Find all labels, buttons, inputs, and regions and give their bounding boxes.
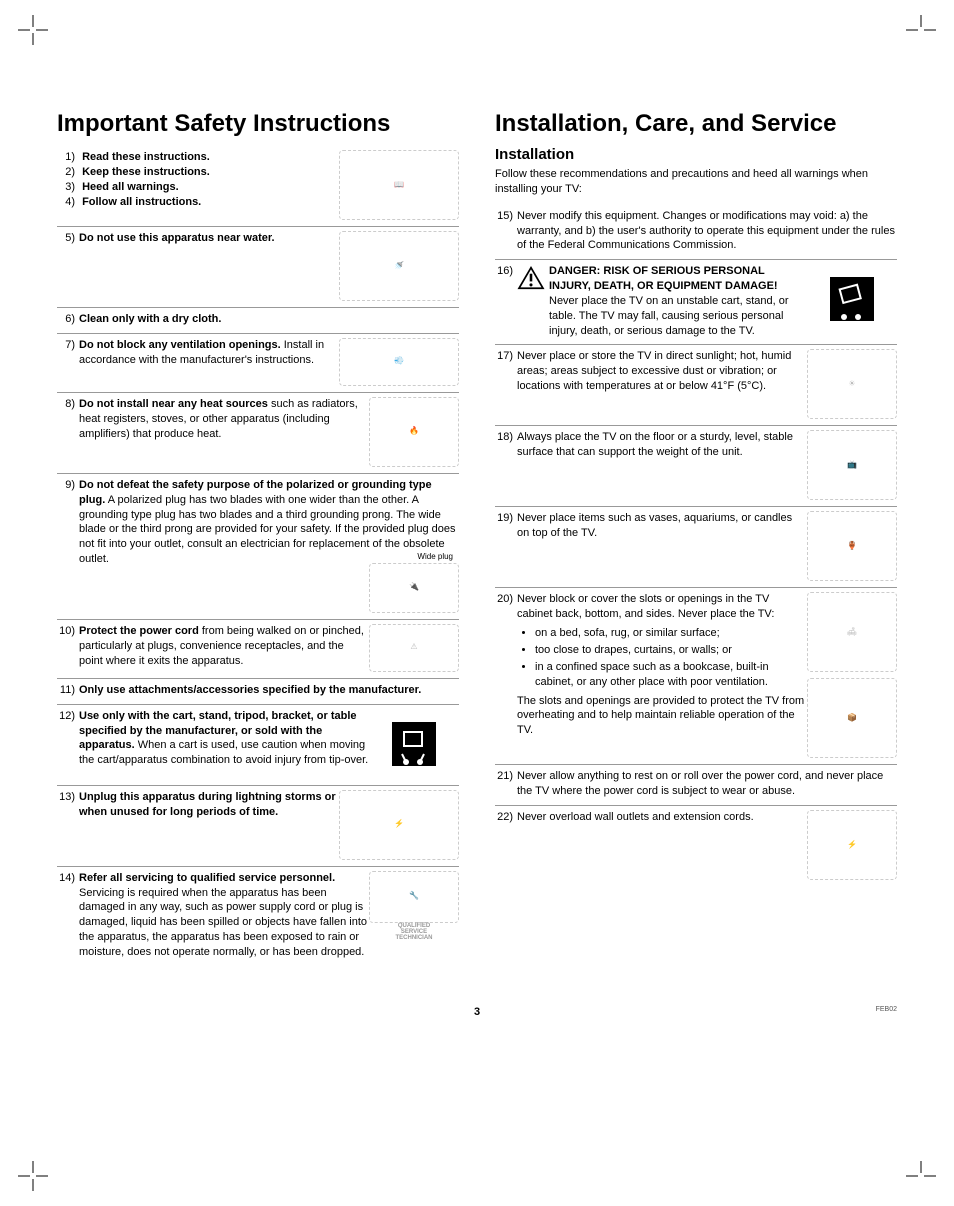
qualified-label: QUALIFIED SERVICE TECHNICIAN: [396, 923, 433, 941]
illustration-cabinet-icon: 📦: [807, 678, 897, 758]
illustration-plug-icon: 🔌: [369, 563, 459, 613]
crop-mark-icon: [18, 1161, 48, 1191]
left-heading: Important Safety Instructions: [57, 110, 459, 138]
instruction-item: 10) Protect the power cord from being wa…: [57, 620, 459, 679]
instruction-item: 1) Read these instructions. 2) Keep thes…: [57, 146, 459, 227]
right-intro: Follow these recommendations and precaut…: [495, 167, 897, 197]
illustration-sofa-icon: 🛋: [807, 592, 897, 672]
illustration-vase-icon: 🏺: [807, 511, 897, 581]
page-footer: 3 FEB02: [57, 1006, 897, 1018]
instruction-item: 22) Never overload wall outlets and exte…: [495, 806, 897, 886]
illustration-sunlight-icon: ☀: [807, 349, 897, 419]
instruction-item: 18) Always place the TV on the floor or …: [495, 426, 897, 507]
warning-triangle-icon: [517, 266, 545, 290]
illustration-overload-icon: ⚡: [807, 810, 897, 880]
illustration-cart-icon: [369, 709, 459, 779]
instruction-item: 7) Do not block any ventilation openings…: [57, 334, 459, 393]
instruction-item: 6) Clean only with a dry cloth.: [57, 308, 459, 334]
illustration-stable-surface-icon: 📺: [807, 430, 897, 500]
illustration-lightning-icon: ⚡: [339, 790, 459, 860]
instruction-item: 14) Refer all servicing to qualified ser…: [57, 867, 459, 966]
instruction-item: 16) DANGER: RISK OF SERIOUS PERSONAL INJ…: [495, 260, 897, 345]
left-column: Important Safety Instructions 1) Read th…: [57, 110, 459, 966]
instruction-item: 20) Never block or cover the slots or op…: [495, 588, 897, 765]
right-heading: Installation, Care, and Service: [495, 110, 897, 138]
page-number: 3: [57, 1006, 897, 1018]
right-subheading: Installation: [495, 146, 897, 163]
right-column: Installation, Care, and Service Installa…: [495, 110, 897, 966]
bullet-list: on a bed, sofa, rug, or similar surface;…: [527, 626, 807, 689]
instruction-item: 5) Do not use this apparatus near water.…: [57, 227, 459, 308]
illustration-tipping-cart-icon: [807, 264, 897, 334]
illustration-cord-icon: ⚠: [369, 624, 459, 672]
wide-plug-label: Wide plug: [369, 552, 459, 563]
instruction-item: 12) Use only with the cart, stand, tripo…: [57, 705, 459, 786]
footer-code: FEB02: [876, 1006, 897, 1013]
instruction-item: 19) Never place items such as vases, aqu…: [495, 507, 897, 588]
illustration-reading-icon: 📖: [339, 150, 459, 220]
instruction-item: 11) Only use attachments/accessories spe…: [57, 679, 459, 705]
instruction-item: 8) Do not install near any heat sources …: [57, 393, 459, 474]
instruction-item: 13) Unplug this apparatus during lightni…: [57, 786, 459, 867]
instruction-item: 21) Never allow anything to rest on or r…: [495, 765, 897, 806]
illustration-technician-icon: 🔧 QUALIFIED SERVICE TECHNICIAN: [369, 871, 459, 941]
crop-mark-icon: [18, 15, 48, 45]
crop-mark-icon: [906, 1161, 936, 1191]
crop-mark-icon: [906, 15, 936, 45]
instruction-item: 17) Never place or store the TV in direc…: [495, 345, 897, 426]
page-content: Important Safety Instructions 1) Read th…: [57, 110, 897, 966]
illustration-water-icon: 🚿: [339, 231, 459, 301]
illustration-ventilation-icon: 💨: [339, 338, 459, 386]
illustration-heat-icon: 🔥: [369, 397, 459, 467]
instruction-item: 9) Do not defeat the safety purpose of t…: [57, 474, 459, 620]
instruction-item: 15) Never modify this equipment. Changes…: [495, 205, 897, 261]
